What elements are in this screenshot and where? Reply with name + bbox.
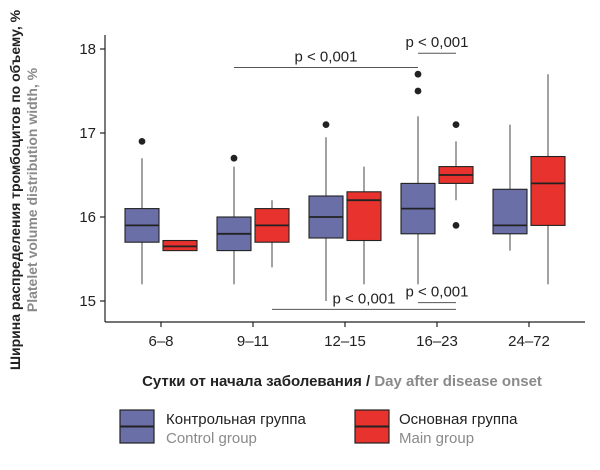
x-tick-label: 16–23 (416, 333, 458, 350)
outlier-point (414, 70, 422, 78)
boxplots (124, 70, 566, 301)
box-control-2 (308, 121, 344, 301)
x-tick-label: 6–8 (148, 333, 173, 350)
annotation-label: p < 0,001 (406, 284, 469, 301)
box-main-2 (346, 166, 382, 285)
y-tick-label: 15 (79, 293, 96, 310)
significance-annotations: p < 0,001 p < 0,001 p < 0,001 p < 0,001 (234, 34, 469, 310)
legend-label-control-en: Control group (166, 430, 257, 447)
legend: Контрольная группа Control group Основна… (119, 409, 518, 447)
outlier-point (230, 154, 238, 162)
y-axis-title-en: Platelet volume distribution width, % (24, 67, 40, 312)
box-main-3 (438, 121, 474, 229)
tick-labels: 15 16 17 18 6–8 9–11 12–15 16–23 24–72 (79, 41, 550, 350)
legend-label-main-ru: Основная группа (399, 411, 518, 428)
box-control-3 (400, 70, 436, 285)
legend-label-main-en: Main group (399, 430, 474, 447)
box-control-0 (124, 138, 160, 285)
box-body (492, 188, 528, 235)
box-main-4 (530, 74, 566, 285)
x-axis-title-en: Day after disease onset (374, 373, 542, 390)
y-tick-label: 17 (79, 125, 96, 142)
x-axis-title-ru: Сутки от начала заболевания (142, 373, 362, 390)
box-control-1 (216, 154, 252, 285)
legend-label-control-ru: Контрольная группа (166, 411, 306, 428)
legend-item-main: Основная группа Main group (354, 409, 518, 447)
outlier-point (138, 138, 146, 145)
x-tick-label: 12–15 (324, 333, 366, 350)
annotation-label: p < 0,001 (333, 290, 396, 307)
outlier-point (452, 121, 460, 128)
box-body (530, 155, 566, 226)
axes (100, 35, 585, 327)
x-axis-title: Сутки от начала заболевания / Day after … (142, 373, 542, 390)
y-tick-label: 16 (79, 209, 96, 226)
x-tick-label: 9–11 (237, 333, 269, 350)
box-body (346, 191, 382, 242)
outlier-point (322, 121, 330, 128)
x-tick-label: 24–72 (508, 333, 550, 350)
box-main-1 (254, 200, 290, 268)
box-main-0 (162, 239, 198, 252)
outlier-point (452, 222, 460, 229)
y-axis-title-ru: Ширина распределения тромбоцитов по объе… (7, 9, 23, 370)
legend-item-control: Контрольная группа Control group (119, 409, 306, 447)
box-control-4 (492, 124, 528, 251)
annotation-label: p < 0,001 (295, 48, 358, 65)
x-axis-title-separator: / (362, 373, 375, 390)
y-tick-label: 18 (79, 41, 96, 58)
annotation-label: p < 0,001 (406, 34, 469, 51)
outlier-point (414, 87, 422, 95)
